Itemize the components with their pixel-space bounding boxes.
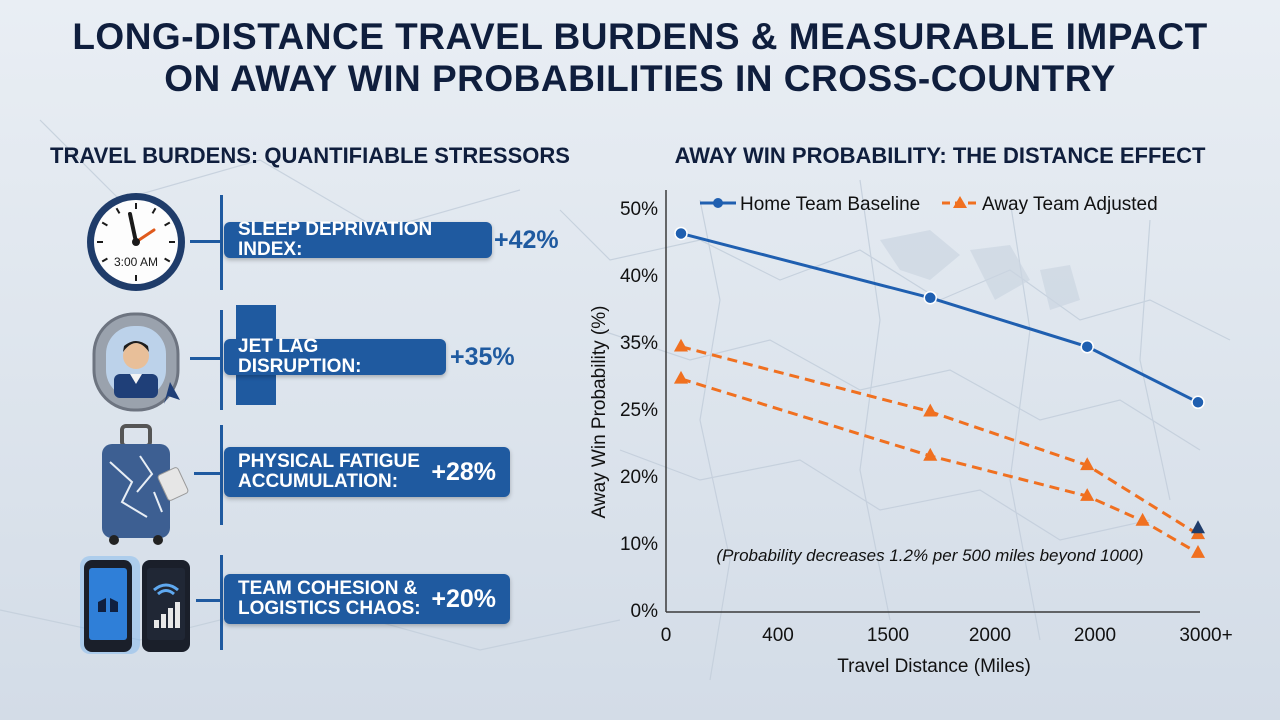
data-point <box>673 338 689 352</box>
connector-line <box>220 425 223 525</box>
data-point <box>923 403 938 417</box>
stressor-label: TEAM COHESION & LOGISTICS CHAOS: <box>238 578 421 619</box>
chart-annotation: (Probability decreases 1.2% per 500 mile… <box>716 546 1143 565</box>
stressor-value: +28% <box>431 457 496 486</box>
connector-line <box>220 195 223 290</box>
series-line-unnamed-2 <box>680 377 1199 555</box>
stressor-label: SLEEP DEPRIVATION INDEX: <box>238 219 433 260</box>
data-point <box>1080 488 1095 501</box>
connector-line <box>190 240 222 243</box>
data-point <box>674 226 688 241</box>
stressor-label: PHYSICAL FATIGUE ACCUMULATION: <box>238 451 420 492</box>
legend-label: Away Team Adjusted <box>982 194 1158 215</box>
legend-marker <box>713 198 723 208</box>
data-point <box>923 447 938 461</box>
smartphones-icon <box>80 556 196 656</box>
data-point <box>1191 395 1205 410</box>
legend-marker <box>953 196 967 208</box>
connector-line <box>220 555 223 650</box>
stressor-value: +35% <box>450 343 515 371</box>
y-tick-label: 10% <box>620 534 658 555</box>
data-point <box>1080 339 1094 354</box>
x-tick-label: 2000 <box>1074 625 1116 646</box>
y-tick-label: 25% <box>620 400 658 421</box>
y-tick-label: 50% <box>620 199 658 220</box>
suitcase-icon <box>92 422 192 546</box>
x-tick-label: 400 <box>762 625 794 646</box>
y-tick-label: 0% <box>631 601 659 622</box>
page-title-line1: LONG-DISTANCE TRAVEL BURDENS & MEASURABL… <box>72 16 1208 57</box>
y-tick-label: 35% <box>620 333 658 354</box>
stressor-value: +20% <box>431 584 496 613</box>
data-point <box>923 291 938 305</box>
stressor-badge-cohesion: TEAM COHESION & LOGISTICS CHAOS: +20% <box>224 574 510 624</box>
airplane-window-icon <box>84 310 188 414</box>
x-tick-label: 2000 <box>969 625 1011 646</box>
connector-line <box>194 472 222 475</box>
chart-title: AWAY WIN PROBABILITY: THE DISTANCE EFFEC… <box>674 143 1206 168</box>
series-line-home-team-baseline <box>680 232 1199 404</box>
stressor-badge-fatigue: PHYSICAL FATIGUE ACCUMULATION: +28% <box>224 447 510 497</box>
x-axis-label: Travel Distance (Miles) <box>837 656 1031 677</box>
data-point <box>1190 545 1206 558</box>
y-axis-label: Away Win Probability (%) <box>589 306 610 519</box>
y-tick-label: 40% <box>620 266 658 287</box>
data-point <box>673 370 689 384</box>
y-tick-label: 20% <box>620 467 658 488</box>
connector-line <box>220 310 223 410</box>
left-panel-heading: TRAVEL BURDENS: QUANTIFIABLE STRESSORS <box>50 143 570 168</box>
stressor-label: JET LAG DISRUPTION: <box>238 336 362 377</box>
clock-icon <box>84 190 188 294</box>
stressor-badge-jetlag: JET LAG DISRUPTION: <box>224 336 446 377</box>
x-tick-label: 0 <box>661 625 672 646</box>
x-tick-label: 3000+ <box>1179 625 1232 646</box>
stressor-value: +42% <box>494 226 559 254</box>
data-point <box>1191 520 1205 534</box>
data-point <box>1135 512 1150 526</box>
stressor-badge-sleep: SLEEP DEPRIVATION INDEX: <box>224 219 492 260</box>
connector-line <box>190 357 222 360</box>
data-point <box>1080 457 1095 471</box>
series-line-away-team-adjusted <box>680 345 1199 536</box>
page-title-line2: ON AWAY WIN PROBABILITIES IN CROSS-COUNT… <box>164 58 1116 99</box>
x-tick-label: 1500 <box>867 625 909 646</box>
legend-label: Home Team Baseline <box>740 194 920 215</box>
connector-line <box>196 599 222 602</box>
clock-time-text: 3:00 AM <box>113 255 159 269</box>
